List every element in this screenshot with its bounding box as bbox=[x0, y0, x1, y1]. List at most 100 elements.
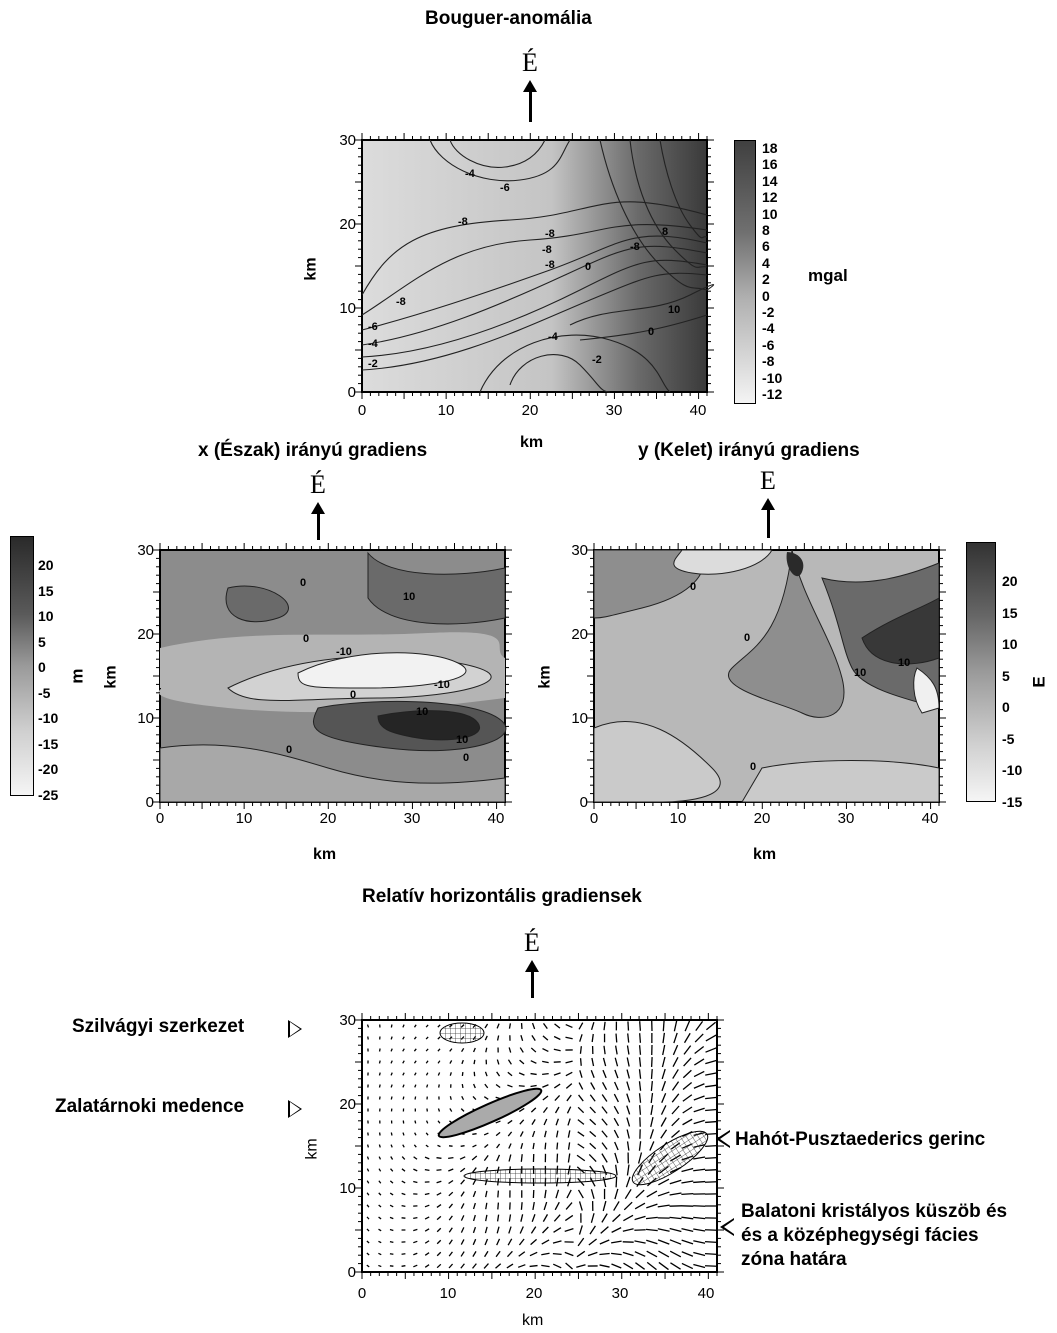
north-arrow-relgrad bbox=[525, 960, 539, 998]
vector-arrow bbox=[531, 1214, 536, 1222]
vector-arrow bbox=[378, 1240, 382, 1244]
vector-arrow bbox=[543, 1118, 548, 1126]
vector-arrow bbox=[565, 1202, 573, 1210]
vector-arrow bbox=[436, 1169, 442, 1171]
vector-arrow bbox=[661, 1056, 666, 1068]
vector-arrow bbox=[436, 1157, 442, 1159]
vector-arrow bbox=[705, 1047, 717, 1053]
vector-arrow bbox=[705, 1072, 717, 1076]
xgrad-legend-labels: 20 15 10 5 0 -5 -10 -15 -20 -25 bbox=[38, 557, 59, 803]
vector-arrow bbox=[650, 1092, 654, 1104]
hahot-label: Hahót-Pusztaederics gerinc bbox=[735, 1129, 986, 1150]
vector-arrow bbox=[704, 1156, 718, 1160]
y-tick-label: 30 bbox=[339, 1012, 356, 1029]
vector-arrow bbox=[437, 1072, 441, 1076]
vector-arrow bbox=[542, 1035, 549, 1041]
vector-arrow bbox=[553, 1035, 561, 1041]
vector-arrow bbox=[448, 1203, 454, 1209]
vector-arrow bbox=[520, 1202, 523, 1210]
vector-arrow bbox=[484, 1143, 489, 1149]
vector-arrow bbox=[508, 1154, 512, 1162]
vector-arrow bbox=[626, 1129, 630, 1139]
vector-arrow bbox=[424, 1240, 430, 1244]
xgrad-contour-label: -10 bbox=[336, 646, 352, 658]
vector-arrow bbox=[484, 1238, 489, 1246]
y-tick-label: 10 bbox=[137, 710, 154, 727]
vector-arrow bbox=[565, 1060, 573, 1064]
xgrad-ylabel: km bbox=[102, 665, 120, 689]
vector-arrow bbox=[657, 1204, 670, 1208]
vector-arrow bbox=[577, 1143, 585, 1149]
vector-arrow bbox=[424, 1168, 430, 1172]
vector-arrow bbox=[611, 1227, 622, 1233]
vector-arrow bbox=[460, 1145, 465, 1147]
vector-arrow bbox=[587, 1251, 598, 1257]
vector-arrow bbox=[623, 1262, 634, 1270]
balaton-label: Balatoni kristályos küszöb és és a közép… bbox=[741, 1201, 1008, 1270]
ygrad-unit: E bbox=[1029, 676, 1049, 688]
vector-arrow bbox=[402, 1144, 405, 1148]
bouguer-contour-label: -4 bbox=[465, 168, 476, 180]
vector-arrow bbox=[704, 1252, 718, 1256]
xgrad-contour-label: 10 bbox=[403, 591, 415, 603]
relgrad-xlabel: km bbox=[522, 1312, 544, 1329]
vector-arrow bbox=[693, 1240, 706, 1244]
vector-arrow bbox=[378, 1156, 382, 1160]
vector-arrow bbox=[554, 1023, 561, 1029]
vector-arrow bbox=[378, 1204, 382, 1208]
vector-arrow bbox=[402, 1024, 405, 1028]
vector-arrow bbox=[448, 1251, 453, 1257]
vector-arrow bbox=[671, 1081, 680, 1091]
vector-arrow bbox=[693, 1070, 705, 1078]
vector-arrow bbox=[577, 1131, 585, 1137]
vector-arrow bbox=[672, 1069, 679, 1079]
vector-arrow bbox=[671, 1105, 680, 1115]
vector-arrow bbox=[508, 1023, 512, 1029]
vector-arrow bbox=[682, 1081, 693, 1091]
zalatarnoki-basin-shape bbox=[437, 1087, 543, 1139]
vector-arrow bbox=[378, 1144, 381, 1148]
vector-arrow bbox=[436, 1227, 442, 1233]
vector-arrow bbox=[389, 1204, 394, 1208]
vector-arrow bbox=[402, 1084, 405, 1088]
vector-arrow bbox=[497, 1190, 500, 1198]
vector-arrow bbox=[614, 1188, 619, 1200]
vector-arrow bbox=[506, 1263, 514, 1269]
vector-arrow bbox=[390, 1156, 394, 1160]
vector-arrow bbox=[401, 1180, 406, 1184]
vector-arrow bbox=[472, 1214, 476, 1222]
vector-arrow bbox=[401, 1192, 406, 1196]
vector-arrow bbox=[413, 1180, 418, 1184]
vector-arrow bbox=[590, 1021, 595, 1031]
xgrad-contour-label: 0 bbox=[350, 689, 356, 701]
vector-arrow bbox=[683, 1032, 691, 1044]
vector-arrow bbox=[626, 1141, 630, 1151]
vector-arrow bbox=[705, 1084, 717, 1088]
relgrad-plot: 0 10 20 30 40 0 10 20 30 bbox=[339, 1012, 724, 1302]
vector-arrow bbox=[472, 1263, 477, 1269]
vector-arrow bbox=[577, 1106, 585, 1114]
vector-arrow bbox=[425, 1048, 429, 1052]
vector-arrow bbox=[681, 1239, 694, 1245]
vector-arrow bbox=[578, 1094, 584, 1102]
vector-arrow bbox=[603, 1021, 606, 1031]
bouguer-frame bbox=[361, 139, 708, 393]
vector-arrow bbox=[600, 1226, 609, 1234]
y-tick-label: 10 bbox=[339, 300, 356, 317]
y-tick-label: 20 bbox=[571, 626, 588, 643]
vector-arrow bbox=[544, 1130, 547, 1138]
vector-arrow bbox=[378, 1048, 381, 1052]
bouguer-title: Bouguer-anomália bbox=[425, 8, 592, 29]
vector-arrow bbox=[660, 1105, 667, 1115]
vector-arrow bbox=[611, 1252, 622, 1256]
vector-arrow bbox=[613, 1081, 619, 1091]
ygrad-colorbar bbox=[966, 542, 996, 802]
vector-arrow bbox=[366, 1192, 370, 1196]
vector-arrow bbox=[460, 1263, 465, 1269]
vector-arrow bbox=[588, 1238, 598, 1246]
vector-arrow bbox=[472, 1178, 477, 1186]
vector-arrow bbox=[591, 1057, 595, 1067]
vector-arrow bbox=[626, 1093, 631, 1103]
pointer-left-icon bbox=[724, 1220, 734, 1234]
